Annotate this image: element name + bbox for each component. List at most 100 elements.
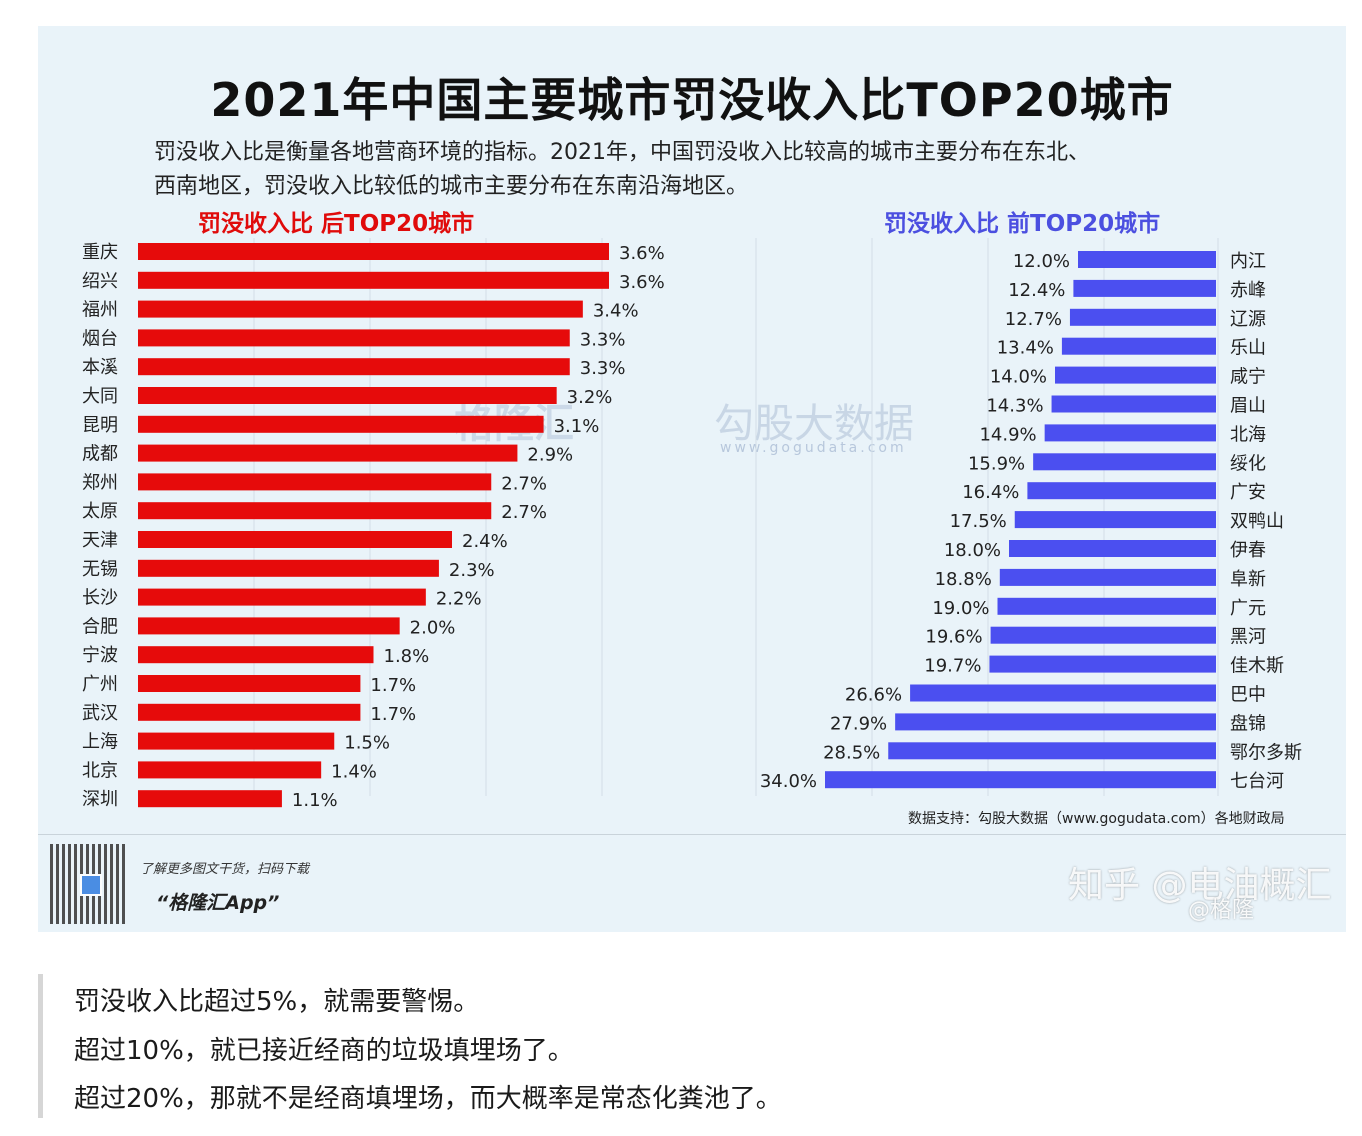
right-category-label: 广安 — [1230, 482, 1266, 503]
right-category-label: 乐山 — [1230, 338, 1266, 359]
right-value-label: 16.4% — [962, 482, 1019, 503]
left-value-label: 2.3% — [449, 560, 495, 581]
left-category-label: 福州 — [82, 300, 118, 321]
left-value-label: 3.1% — [554, 416, 600, 437]
left-value-label: 1.5% — [344, 733, 390, 754]
left-bar — [138, 329, 570, 347]
left-bar — [138, 444, 518, 462]
right-bar — [1014, 511, 1216, 529]
right-bar — [888, 742, 1216, 760]
left-value-label: 2.4% — [462, 531, 508, 552]
right-category-label: 盘锦 — [1230, 713, 1266, 734]
right-bar — [999, 568, 1216, 586]
left-bar — [138, 271, 609, 289]
right-category-label: 辽源 — [1230, 309, 1266, 330]
right-category-label: 伊春 — [1230, 540, 1266, 561]
right-value-label: 12.0% — [1013, 251, 1070, 272]
left-category-label: 长沙 — [82, 588, 118, 609]
right-category-label: 七台河 — [1230, 771, 1284, 792]
quote-line-3: 超过20%，那就不是经商填埋场，而大概率是常态化粪池了。 — [74, 1084, 782, 1114]
left-value-label: 2.9% — [527, 445, 573, 466]
left-category-label: 无锡 — [82, 559, 118, 580]
left-category-label: 昆明 — [82, 415, 118, 436]
gogudata-watermark: 勾股大数据 — [714, 401, 914, 447]
right-bar — [989, 655, 1216, 673]
left-bar — [138, 473, 492, 491]
gogudata-url-watermark: www.gogudata.com — [720, 440, 907, 456]
left-bar — [138, 646, 374, 664]
left-bar — [138, 387, 557, 404]
right-bar — [1009, 540, 1216, 557]
right-bar — [825, 771, 1216, 789]
left-category-label: 北京 — [82, 760, 118, 781]
left-bar — [138, 703, 361, 721]
right-value-label: 13.4% — [997, 338, 1054, 359]
right-value-label: 14.0% — [990, 367, 1047, 388]
right-value-label: 19.6% — [925, 627, 982, 648]
right-bar — [895, 713, 1216, 731]
left-bar — [138, 243, 609, 260]
chart-title: 2021年中国主要城市罚没收入比TOP20城市 — [210, 73, 1174, 127]
right-value-label: 17.5% — [950, 511, 1007, 532]
right-category-label: 黑河 — [1230, 627, 1266, 648]
left-value-label: 1.7% — [370, 704, 416, 725]
right-bar — [997, 597, 1216, 615]
right-category-label: 广元 — [1230, 598, 1266, 619]
right-value-label: 28.5% — [823, 742, 880, 763]
right-category-label: 北海 — [1230, 424, 1266, 445]
qr-code-icon — [50, 844, 128, 924]
right-bar — [1033, 453, 1216, 471]
right-value-label: 19.0% — [932, 598, 989, 619]
right-bar — [1055, 366, 1216, 384]
zhihu-watermark: 知乎 @电油概汇 — [1068, 865, 1332, 906]
left-category-label: 烟台 — [82, 328, 118, 349]
right-category-label: 眉山 — [1230, 396, 1266, 417]
right-category-label: 鄂尔多斯 — [1230, 742, 1302, 763]
bar-charts: 重庆 3.6% 绍兴 3.6% 福州 3.4% 烟台 3.3% 本溪 3.3% 大同 3.2% 昆明 3.… — [82, 238, 1302, 811]
subtitle-line-1: 罚没收入比是衡量各地营商环境的指标。2021年，中国罚没收入比较高的城市主要分布… — [154, 140, 1090, 165]
right-category-label: 阜新 — [1230, 569, 1266, 590]
left-category-label: 绍兴 — [82, 271, 118, 292]
left-bar — [138, 732, 335, 750]
left-bar — [138, 559, 439, 577]
left-value-label: 3.3% — [580, 329, 626, 350]
right-value-label: 34.0% — [760, 771, 817, 792]
left-bar — [138, 502, 492, 520]
left-value-label: 1.1% — [292, 790, 338, 811]
right-bar — [1027, 482, 1216, 500]
left-category-label: 郑州 — [82, 472, 118, 493]
right-category-label: 双鸭山 — [1230, 511, 1284, 532]
subtitle-line-2: 西南地区，罚没收入比较低的城市主要分布在东南沿海地区。 — [154, 174, 749, 199]
left-value-label: 2.7% — [501, 502, 547, 523]
left-category-label: 天津 — [82, 530, 118, 551]
left-value-label: 1.8% — [384, 646, 430, 667]
left-category-label: 大同 — [82, 386, 118, 407]
left-bar — [138, 588, 426, 606]
right-bar — [990, 626, 1216, 644]
quote-bar — [38, 974, 43, 1118]
left-value-label: 3.6% — [619, 243, 665, 264]
left-category-label: 广州 — [82, 674, 118, 695]
data-source: 数据支持：勾股大数据（www.gogudata.com）各地财政局 — [908, 811, 1285, 827]
right-category-label: 内江 — [1230, 251, 1266, 272]
footer-divider — [38, 834, 1346, 835]
left-bar — [138, 415, 544, 433]
right-category-label: 佳木斯 — [1230, 656, 1284, 677]
footer-app-name: “格隆汇App” — [156, 892, 280, 914]
left-value-label: 1.7% — [370, 675, 416, 696]
right-value-label: 19.7% — [924, 656, 981, 677]
left-value-label: 2.7% — [501, 473, 547, 494]
right-value-label: 26.6% — [845, 685, 902, 706]
right-value-label: 18.8% — [935, 569, 992, 590]
left-value-label: 3.6% — [619, 272, 665, 293]
right-bar — [1078, 251, 1216, 268]
right-value-label: 15.9% — [968, 453, 1025, 474]
right-bar — [1061, 337, 1216, 355]
right-category-label: 绥化 — [1230, 453, 1266, 474]
right-value-label: 27.9% — [830, 713, 887, 734]
left-value-label: 2.2% — [436, 589, 482, 610]
footer-promo-text: 了解更多图文干货，扫码下载 — [140, 862, 310, 877]
right-bar — [1051, 395, 1216, 413]
right-bar — [1069, 308, 1216, 326]
left-bar — [138, 617, 400, 635]
